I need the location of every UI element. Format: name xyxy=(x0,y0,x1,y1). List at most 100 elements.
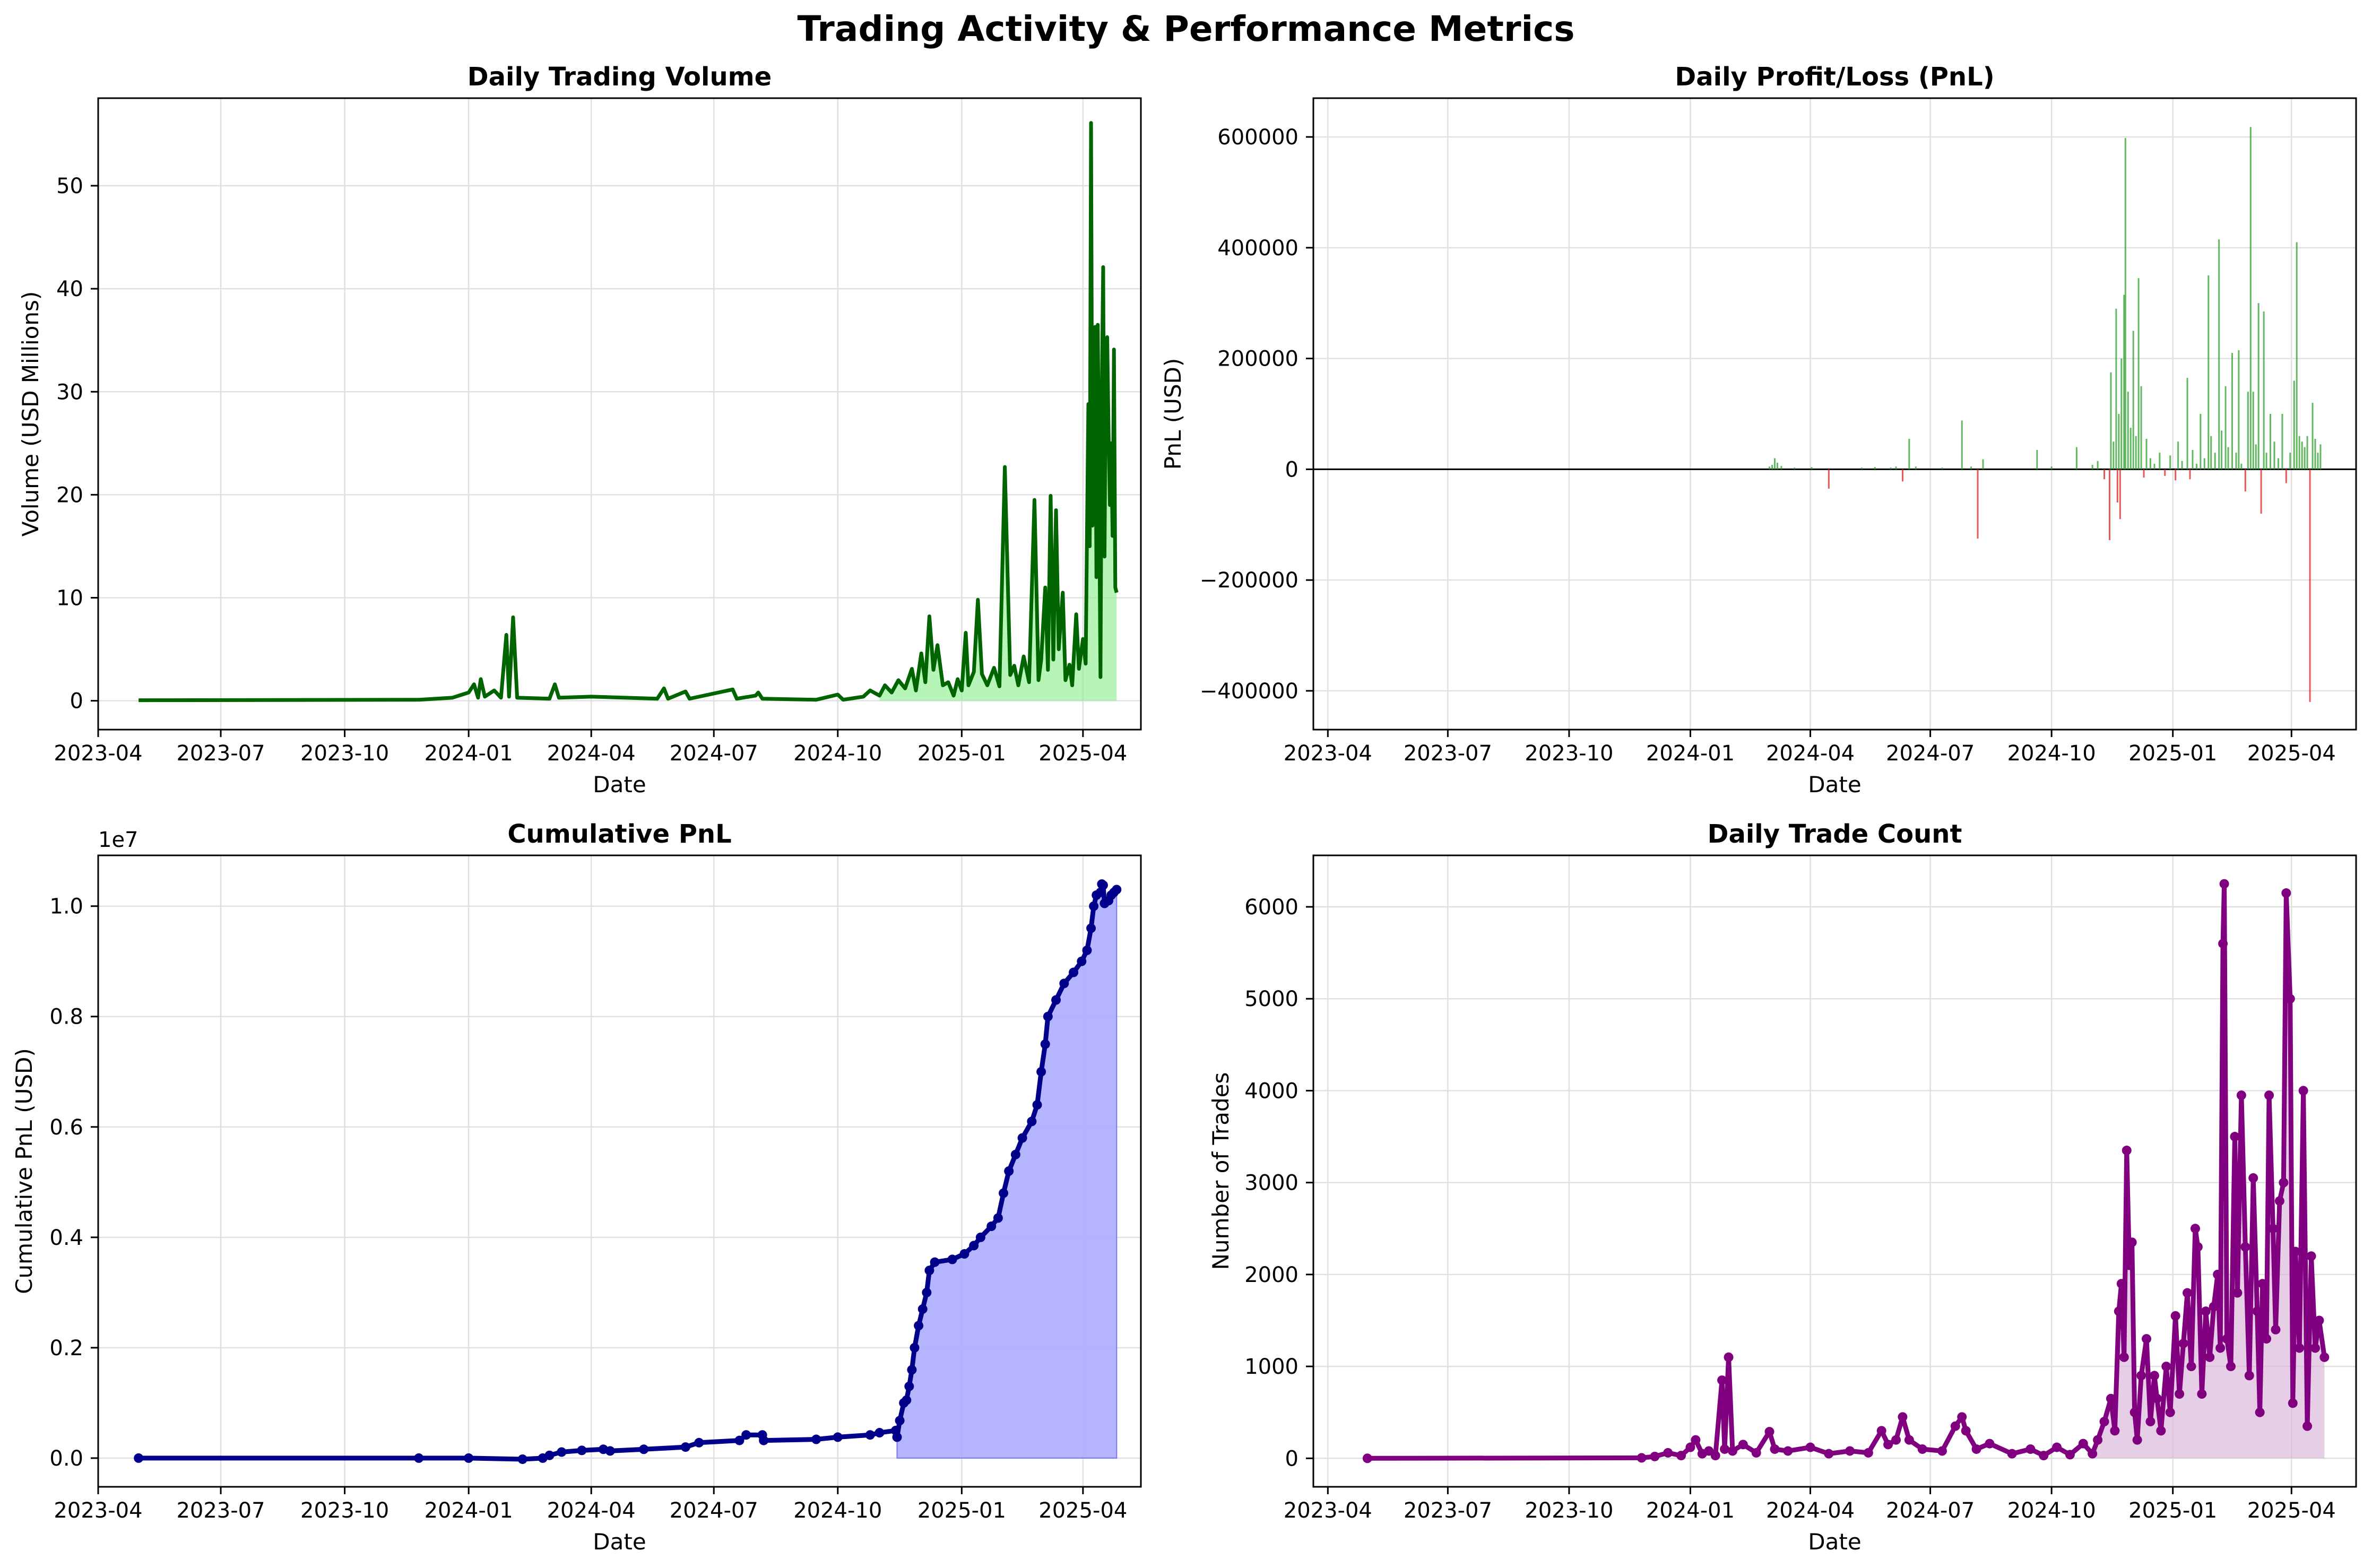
data-point xyxy=(2065,1450,2075,1460)
profit-bar xyxy=(2153,463,2155,470)
data-point xyxy=(1059,978,1069,989)
profit-bar xyxy=(2135,436,2137,470)
y-tick-label: 200000 xyxy=(1217,347,1298,371)
data-point xyxy=(1898,1412,1908,1422)
data-point xyxy=(1032,1100,1042,1110)
profit-bar xyxy=(1811,467,1813,470)
data-point xyxy=(2145,1417,2155,1427)
data-point xyxy=(557,1447,567,1457)
series-line xyxy=(138,121,1119,703)
x-axis-label: Date xyxy=(1808,1529,1861,1555)
profit-bar xyxy=(2304,447,2306,470)
profit-bar xyxy=(2210,436,2212,470)
data-point xyxy=(2290,1246,2300,1257)
y-tick-label: 0 xyxy=(1285,457,1298,482)
data-point xyxy=(2268,1224,2278,1234)
profit-bar xyxy=(2265,453,2267,470)
data-point xyxy=(2257,1279,2267,1289)
y-tick-label: 2000 xyxy=(1244,1263,1298,1287)
y-tick-label: 0.6 xyxy=(49,1115,83,1140)
x-tick-label: 2024-10 xyxy=(793,1498,882,1523)
data-point xyxy=(544,1450,555,1460)
data-point xyxy=(2149,1371,2159,1381)
data-point xyxy=(2281,888,2291,898)
data-point xyxy=(1845,1446,1855,1456)
profit-bar xyxy=(2277,458,2279,470)
data-point xyxy=(914,1321,924,1331)
y-axis-label: Volume (USD Millions) xyxy=(18,291,44,537)
data-point xyxy=(1691,1435,1701,1445)
profit-bar xyxy=(2289,453,2291,470)
data-point xyxy=(1985,1439,1995,1449)
profit-bar xyxy=(1908,438,1910,470)
profit-bar xyxy=(2124,138,2126,470)
profit-bar xyxy=(2115,308,2117,470)
data-point xyxy=(2106,1393,2116,1404)
profit-bar xyxy=(1773,458,1776,470)
data-point xyxy=(605,1446,615,1456)
profit-bar xyxy=(2314,438,2316,470)
profit-bar xyxy=(2317,453,2319,470)
data-point xyxy=(2170,1311,2180,1321)
x-tick-label: 2025-01 xyxy=(2128,1498,2217,1523)
axes-frame xyxy=(97,97,1142,731)
profit-bar xyxy=(2195,463,2197,470)
data-point xyxy=(1824,1449,1834,1459)
data-point xyxy=(1010,1149,1020,1159)
data-point xyxy=(2093,1435,2103,1445)
loss-bar xyxy=(1977,469,1979,539)
x-axis-label: Date xyxy=(593,772,646,798)
data-point xyxy=(2215,1343,2226,1353)
loss-bar xyxy=(2309,469,2311,702)
data-point xyxy=(1004,1166,1014,1176)
profit-bar xyxy=(1961,420,1963,470)
data-point xyxy=(2271,1324,2281,1335)
y-tick-label: 0.4 xyxy=(49,1226,83,1250)
x-tick-label: 2024-07 xyxy=(670,1498,758,1523)
x-tick-label: 2023-07 xyxy=(1404,741,1492,766)
data-point xyxy=(917,1304,928,1314)
data-point xyxy=(1971,1444,1981,1454)
data-point xyxy=(577,1445,587,1456)
y-tick-label: 0.2 xyxy=(49,1336,83,1361)
data-point xyxy=(2190,1224,2200,1234)
data-point xyxy=(2236,1090,2246,1101)
profit-bar xyxy=(1794,467,1796,470)
data-point xyxy=(2197,1389,2207,1399)
data-point xyxy=(2132,1435,2142,1445)
x-tick-label: 2024-07 xyxy=(670,741,758,766)
x-tick-label: 2023-04 xyxy=(54,741,142,766)
x-tick-label: 2024-01 xyxy=(1646,741,1735,766)
y-tick-label: 4000 xyxy=(1244,1079,1298,1103)
data-point xyxy=(734,1435,745,1445)
y-tick-label: 1000 xyxy=(1244,1355,1298,1379)
x-tick-label: 2023-10 xyxy=(300,1498,389,1523)
loss-bar xyxy=(2119,469,2121,519)
data-point xyxy=(1770,1444,1780,1454)
data-point xyxy=(1663,1448,1673,1458)
y-tick-label: 40 xyxy=(56,277,83,301)
data-point xyxy=(999,1188,1009,1198)
data-point xyxy=(2142,1334,2152,1344)
y-tick-label: 0.8 xyxy=(49,1005,83,1029)
profit-bar xyxy=(2113,441,2115,470)
data-point xyxy=(1863,1448,1873,1458)
profit-bar xyxy=(2252,392,2254,470)
data-point xyxy=(639,1444,649,1454)
data-point xyxy=(1027,1116,1037,1127)
data-point xyxy=(811,1434,821,1444)
area-fill xyxy=(879,123,1117,701)
data-point xyxy=(2116,1279,2126,1289)
data-point xyxy=(2099,1417,2109,1427)
loss-bar xyxy=(2108,469,2110,540)
x-tick-label: 2024-01 xyxy=(425,741,513,766)
data-point xyxy=(910,1342,920,1353)
data-point xyxy=(1876,1426,1886,1436)
profit-bar xyxy=(2249,127,2252,470)
profit-bar xyxy=(1771,465,1773,470)
data-point xyxy=(2007,1449,2017,1459)
y-tick-label: 30 xyxy=(56,380,83,404)
data-point xyxy=(2052,1442,2062,1452)
x-tick-label: 2024-10 xyxy=(2007,741,2096,766)
profit-bar xyxy=(2140,386,2142,470)
